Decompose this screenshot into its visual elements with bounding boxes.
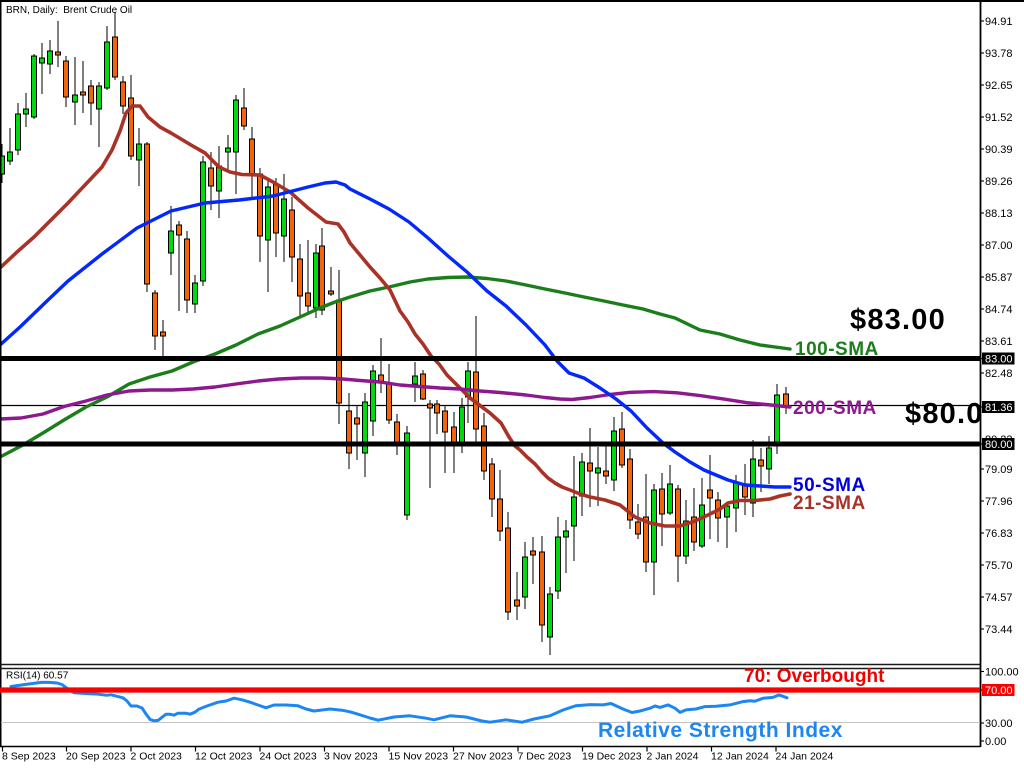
svg-text:100-SMA: 100-SMA <box>795 339 879 360</box>
svg-text:21-SMA: 21-SMA <box>793 493 866 514</box>
svg-text:84.74: 84.74 <box>985 304 1013 316</box>
svg-text:79.09: 79.09 <box>985 464 1013 476</box>
svg-text:2 Jan 2024: 2 Jan 2024 <box>647 751 699 763</box>
svg-text:27 Nov 2023: 27 Nov 2023 <box>453 751 513 763</box>
svg-text:0.00: 0.00 <box>985 736 1006 748</box>
svg-text:70: Overbought: 70: Overbought <box>744 666 885 687</box>
svg-text:88.13: 88.13 <box>985 208 1013 220</box>
svg-text:12 Oct 2023: 12 Oct 2023 <box>195 751 252 763</box>
svg-text:70.00: 70.00 <box>985 685 1013 697</box>
svg-text:$80.00: $80.00 <box>905 398 1001 430</box>
svg-text:83.00: 83.00 <box>985 354 1013 366</box>
svg-text:82.48: 82.48 <box>985 368 1013 380</box>
svg-text:80.00: 80.00 <box>985 439 1013 451</box>
svg-text:7 Dec 2023: 7 Dec 2023 <box>518 751 572 763</box>
svg-text:2 Oct 2023: 2 Oct 2023 <box>131 751 183 763</box>
svg-text:87.00: 87.00 <box>985 240 1013 252</box>
svg-text:83.61: 83.61 <box>985 336 1013 348</box>
svg-text:200-SMA: 200-SMA <box>793 398 877 419</box>
svg-text:75.70: 75.70 <box>985 560 1013 572</box>
svg-text:50-SMA: 50-SMA <box>793 475 866 496</box>
svg-text:93.78: 93.78 <box>985 48 1013 60</box>
svg-text:76.83: 76.83 <box>985 528 1013 540</box>
svg-text:91.52: 91.52 <box>985 112 1013 124</box>
svg-text:85.87: 85.87 <box>985 272 1013 284</box>
svg-text:$83.00: $83.00 <box>850 304 946 336</box>
svg-text:73.44: 73.44 <box>985 624 1013 636</box>
svg-text:89.26: 89.26 <box>985 176 1013 188</box>
svg-text:94.91: 94.91 <box>985 16 1013 28</box>
svg-text:8 Sep 2023: 8 Sep 2023 <box>2 751 56 763</box>
svg-text:100.00: 100.00 <box>985 667 1019 679</box>
svg-text:Relative Strength Index: Relative Strength Index <box>598 719 843 742</box>
svg-text:BRN, Daily: Brent Crude Oil: BRN, Daily: Brent Crude Oil <box>6 5 132 16</box>
svg-text:RSI(14) 60.57: RSI(14) 60.57 <box>6 671 69 682</box>
svg-text:3 Nov 2023: 3 Nov 2023 <box>324 751 378 763</box>
svg-text:92.65: 92.65 <box>985 80 1013 92</box>
svg-text:24 Jan 2024: 24 Jan 2024 <box>776 751 834 763</box>
svg-text:77.96: 77.96 <box>985 496 1013 508</box>
svg-text:24 Oct 2023: 24 Oct 2023 <box>260 751 317 763</box>
svg-text:30.00: 30.00 <box>985 718 1013 730</box>
svg-text:19 Dec 2023: 19 Dec 2023 <box>582 751 642 763</box>
svg-text:15 Nov 2023: 15 Nov 2023 <box>389 751 449 763</box>
svg-text:74.57: 74.57 <box>985 592 1013 604</box>
svg-text:81.36: 81.36 <box>985 402 1013 414</box>
svg-text:20 Sep 2023: 20 Sep 2023 <box>66 751 126 763</box>
svg-text:90.39: 90.39 <box>985 144 1013 156</box>
svg-text:12 Jan 2024: 12 Jan 2024 <box>711 751 769 763</box>
